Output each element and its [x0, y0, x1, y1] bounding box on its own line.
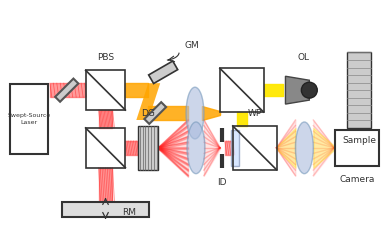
- Polygon shape: [347, 52, 371, 128]
- Ellipse shape: [187, 122, 205, 174]
- Text: Camera: Camera: [339, 175, 375, 184]
- Circle shape: [301, 82, 317, 98]
- Text: DG: DG: [141, 109, 155, 118]
- Text: Swept-Source
Laser: Swept-Source Laser: [7, 113, 51, 125]
- Text: RM: RM: [122, 208, 136, 217]
- Text: WP: WP: [248, 109, 262, 118]
- Polygon shape: [55, 79, 78, 102]
- Text: ID: ID: [217, 178, 226, 187]
- Text: PBS: PBS: [97, 53, 114, 62]
- Polygon shape: [231, 130, 239, 166]
- Ellipse shape: [186, 87, 204, 139]
- Text: GM: GM: [184, 41, 199, 50]
- Polygon shape: [138, 126, 158, 170]
- Polygon shape: [10, 84, 48, 154]
- Text: Sample: Sample: [342, 136, 376, 145]
- Polygon shape: [136, 83, 160, 120]
- Polygon shape: [144, 102, 166, 124]
- Ellipse shape: [295, 122, 313, 174]
- Polygon shape: [62, 202, 149, 218]
- Text: OL: OL: [297, 53, 309, 62]
- Polygon shape: [286, 76, 309, 104]
- Polygon shape: [149, 61, 178, 84]
